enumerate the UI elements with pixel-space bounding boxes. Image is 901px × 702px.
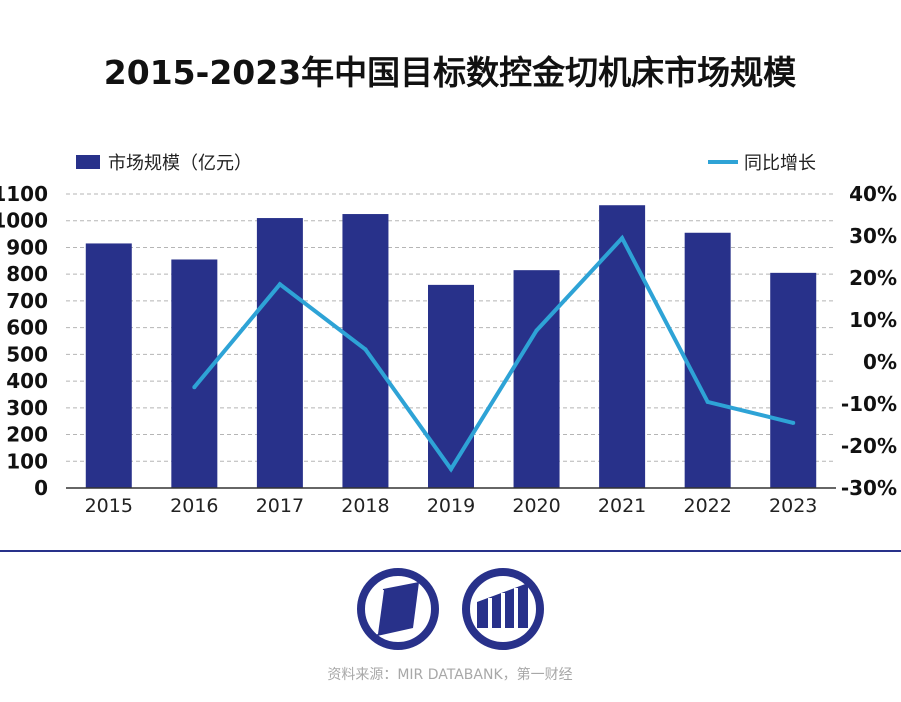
- right-tick-label: 20%: [849, 266, 897, 290]
- bar-2019: [428, 284, 474, 488]
- bar-2022: [684, 232, 731, 488]
- bar-columns-logo-icon: [462, 568, 544, 650]
- left-tick-label: 600: [6, 316, 48, 340]
- x-tick-label: 2015: [85, 495, 133, 517]
- left-axis-ticks: 010020030040050060070080090010001100: [0, 182, 48, 500]
- left-tick-label: 800: [6, 262, 48, 286]
- growth-point-2016: [192, 385, 197, 390]
- bar-2020: [513, 270, 560, 488]
- left-tick-label: 1000: [0, 209, 48, 233]
- right-tick-label: -20%: [841, 434, 897, 458]
- growth-point-2022: [705, 399, 710, 404]
- legend-line-label: 同比增长: [744, 153, 816, 174]
- right-tick-label: -30%: [841, 476, 897, 500]
- right-tick-label: 30%: [849, 224, 897, 248]
- bar-2017: [256, 218, 303, 488]
- bar-2021: [599, 205, 646, 488]
- right-tick-label: 40%: [849, 182, 897, 206]
- x-tick-label: 2016: [170, 495, 218, 517]
- right-tick-label: -10%: [841, 392, 897, 416]
- left-tick-label: 1100: [0, 182, 48, 206]
- left-tick-label: 400: [6, 369, 48, 393]
- bar-2016: [171, 259, 218, 488]
- x-tick-label: 2019: [427, 495, 475, 517]
- bar-2023: [770, 272, 817, 488]
- x-tick-label: 2018: [341, 495, 389, 517]
- growth-point-2018: [363, 347, 368, 352]
- x-axis-ticks: 2015 2016 2017 2018 2019 2020 2021 2022 2023: [85, 495, 818, 517]
- x-tick-label: 2017: [256, 495, 304, 517]
- bar-2015: [85, 243, 132, 488]
- left-tick-label: 500: [6, 342, 48, 366]
- source-note: 资料来源：MIR DATABANK，第一财经: [327, 666, 572, 683]
- left-tick-label: 200: [6, 423, 48, 447]
- right-tick-label: 0%: [863, 350, 897, 374]
- left-tick-label: 0: [34, 476, 48, 500]
- growth-point-2023: [791, 420, 796, 425]
- right-tick-label: 10%: [849, 308, 897, 332]
- x-tick-label: 2022: [683, 495, 731, 517]
- legend-bar-label: 市场规模（亿元）: [108, 153, 252, 174]
- right-axis-ticks: -30% -20% -10% 0% 10% 20% 30% 40%: [841, 182, 897, 500]
- chart-title: 2015-2023年中国目标数控金切机床市场规模: [104, 53, 797, 92]
- left-tick-label: 900: [6, 235, 48, 259]
- growth-point-2021: [620, 236, 625, 241]
- bar-series: [85, 205, 817, 488]
- growth-point-2017: [277, 282, 282, 287]
- x-tick-label: 2020: [512, 495, 560, 517]
- growth-line: [192, 234, 794, 473]
- growth-point-2019: [449, 467, 453, 472]
- left-tick-label: 700: [6, 289, 48, 313]
- legend-bar-swatch: [76, 155, 100, 169]
- x-tick-label: 2021: [598, 495, 646, 517]
- parallelogram-logo-icon: [357, 568, 439, 650]
- left-tick-label: 300: [6, 396, 48, 420]
- legend-line-swatch: [708, 160, 738, 164]
- left-tick-label: 100: [6, 449, 48, 473]
- x-tick-label: 2023: [769, 495, 817, 517]
- growth-point-2020: [534, 328, 539, 333]
- growth-line-series: [192, 234, 796, 473]
